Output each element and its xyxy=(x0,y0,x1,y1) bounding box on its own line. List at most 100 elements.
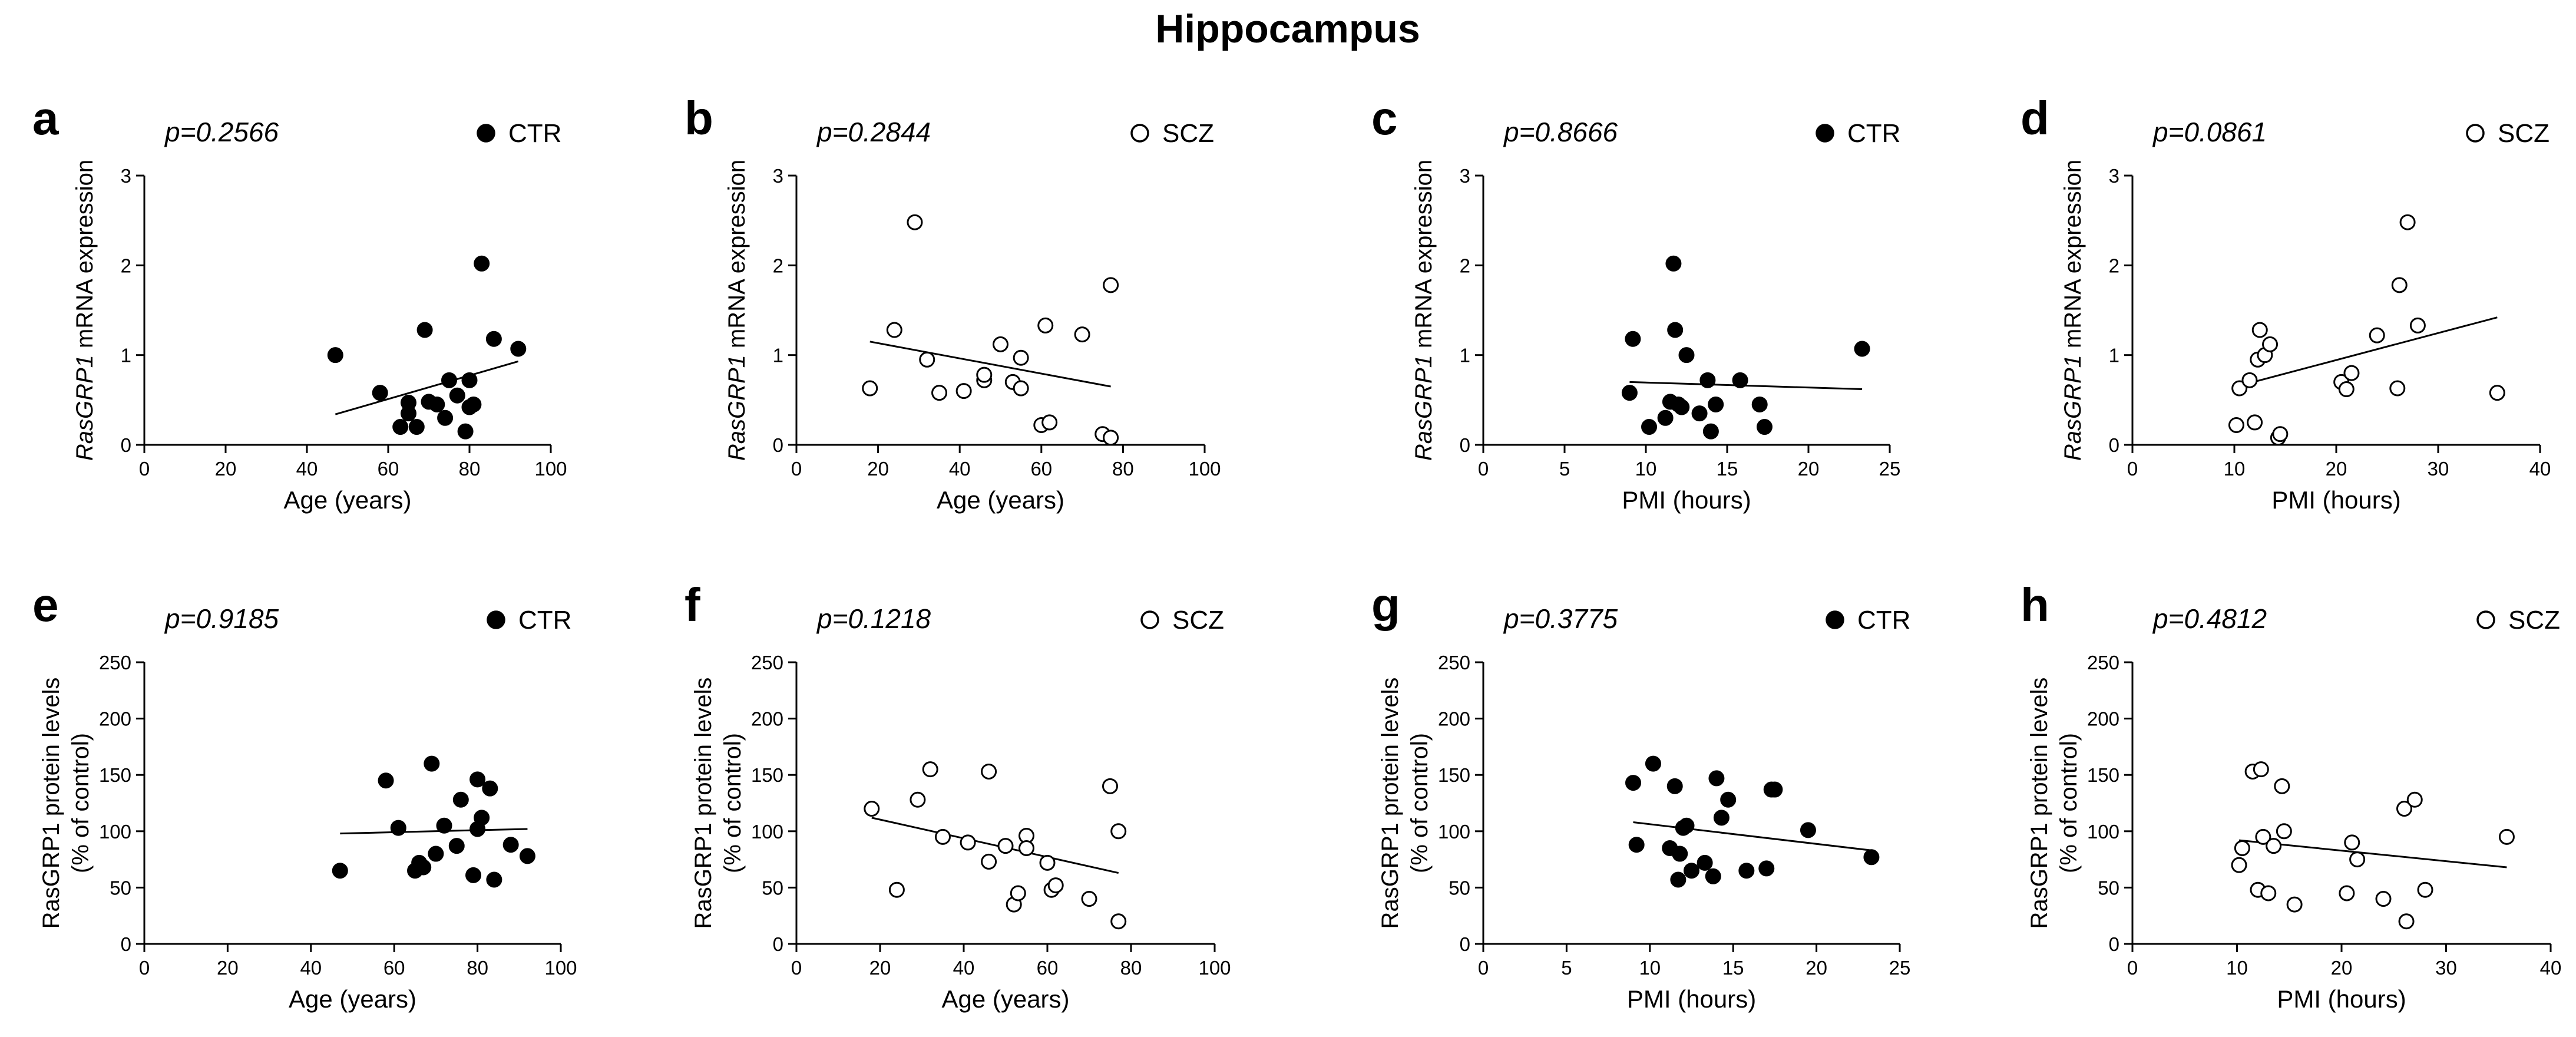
data-point xyxy=(1013,380,1029,397)
data-point xyxy=(1047,877,1064,894)
x-tick-label: 60 xyxy=(1030,458,1052,480)
x-tick-label: 0 xyxy=(791,957,802,979)
y-tick-label: 150 xyxy=(751,764,783,786)
x-tick-label: 20 xyxy=(217,957,239,979)
y-tick-label: 100 xyxy=(99,821,131,843)
data-point xyxy=(2231,380,2248,397)
x-tick-label: 0 xyxy=(2127,957,2138,979)
x-tick-label: 40 xyxy=(953,957,975,979)
x-tick-label: 0 xyxy=(139,957,150,979)
trend-line xyxy=(871,817,1119,874)
y-tick-label: 2 xyxy=(773,255,783,276)
y-tick-label: 150 xyxy=(1438,764,1470,786)
x-tick-label: 60 xyxy=(378,458,399,480)
x-tick-label: 80 xyxy=(467,957,488,979)
y-tick-label: 3 xyxy=(2109,165,2119,187)
y-axis-label-rest: mRNA expression xyxy=(724,160,750,355)
data-point xyxy=(1854,341,1870,357)
data-point xyxy=(888,881,905,898)
data-point xyxy=(2489,385,2505,401)
y-tick-label: 0 xyxy=(2109,434,2119,456)
panel-letter: h xyxy=(2021,579,2049,631)
data-point xyxy=(1625,775,1642,791)
x-tick-label: 30 xyxy=(2435,957,2457,979)
data-point xyxy=(2498,828,2515,845)
data-point xyxy=(1037,317,1054,333)
x-tick-label: 30 xyxy=(2428,458,2449,480)
data-point xyxy=(960,834,976,851)
legend-label: CTR xyxy=(1847,119,1900,148)
y-tick-label: 0 xyxy=(773,933,783,955)
data-point xyxy=(2349,851,2366,868)
x-tick-label: 15 xyxy=(1717,458,1738,480)
data-point xyxy=(2391,277,2408,293)
trend-line xyxy=(340,828,528,835)
y-axis-label-gene: RasGRP1 xyxy=(72,355,98,461)
x-axis-label: PMI (hours) xyxy=(2271,486,2400,514)
panel-h: h p=0.4812 SCZ 0 50 100 150 200 250 0 10 20 30 40 PMI … xyxy=(2021,579,2561,1013)
x-tick-label: 80 xyxy=(459,458,481,480)
data-point xyxy=(864,801,880,817)
legend-marker xyxy=(1140,610,1159,629)
data-point xyxy=(2396,801,2412,817)
y-tick-label: 50 xyxy=(1449,877,1470,899)
data-point xyxy=(2255,828,2271,845)
x-tick-label: 0 xyxy=(791,458,802,480)
data-point xyxy=(1678,817,1695,834)
legend-label: CTR xyxy=(508,119,561,148)
y-axis-label-line: RasGRP1 protein levels xyxy=(38,678,64,929)
data-point xyxy=(465,867,482,883)
data-point xyxy=(452,791,469,808)
data-point xyxy=(424,755,440,772)
data-point xyxy=(981,853,997,870)
legend-marker xyxy=(487,610,505,629)
data-point xyxy=(2338,381,2355,398)
y-tick-label: 1 xyxy=(1460,345,1470,366)
data-point xyxy=(1720,791,1737,808)
p-value: p=0.2566 xyxy=(164,117,279,147)
data-point xyxy=(1697,854,1713,871)
data-point xyxy=(2398,913,2415,930)
y-tick-label: 150 xyxy=(99,764,131,786)
y-axis-label-rest: mRNA expression xyxy=(2060,160,2086,355)
panel-f: f p=0.1218 SCZ 0 50 100 150 200 250 0 20 40 60 80 100 A… xyxy=(684,579,1231,1013)
trend-line xyxy=(335,360,519,415)
x-axis-label: PMI (hours) xyxy=(1627,985,1756,1013)
data-point xyxy=(2417,881,2433,898)
data-point xyxy=(2247,414,2263,431)
data-point xyxy=(862,380,878,397)
data-point xyxy=(1667,322,1684,338)
data-point xyxy=(1767,781,1783,798)
panel-a: a p=0.2566 CTR 0 1 2 3 0 20 40 60 80 100 Age (years) R… xyxy=(32,92,567,514)
data-point xyxy=(2234,840,2250,856)
data-point xyxy=(1800,822,1816,838)
y-axis-label-gene: RasGRP1 xyxy=(1411,355,1437,461)
data-point xyxy=(2251,322,2268,338)
data-point xyxy=(1621,385,1638,401)
trend-line xyxy=(2236,316,2498,388)
data-point xyxy=(2399,214,2416,230)
data-point xyxy=(2406,791,2423,808)
data-point xyxy=(1756,419,1773,435)
data-point xyxy=(1678,347,1695,364)
x-tick-label: 0 xyxy=(139,458,150,480)
data-point xyxy=(1010,885,1026,901)
data-point xyxy=(1751,396,1768,412)
x-tick-label: 80 xyxy=(1112,458,1134,480)
data-point xyxy=(415,859,432,876)
y-axis-label-line: (% of control) xyxy=(2056,733,2082,873)
p-value: p=0.0861 xyxy=(2152,117,2267,147)
y-tick-label: 250 xyxy=(99,652,131,673)
p-value: p=0.9185 xyxy=(164,603,279,634)
trend-line xyxy=(1633,821,1872,851)
data-point xyxy=(1645,755,1661,772)
data-point xyxy=(1628,837,1645,853)
x-tick-label: 10 xyxy=(1635,458,1657,480)
x-axis-label: Age (years) xyxy=(289,985,416,1013)
data-point xyxy=(401,405,416,422)
data-point xyxy=(2375,891,2392,907)
figure-title: Hippocampus xyxy=(1155,6,1420,51)
x-tick-label: 25 xyxy=(1879,458,1901,480)
y-axis-label-line: (% of control) xyxy=(720,733,746,873)
